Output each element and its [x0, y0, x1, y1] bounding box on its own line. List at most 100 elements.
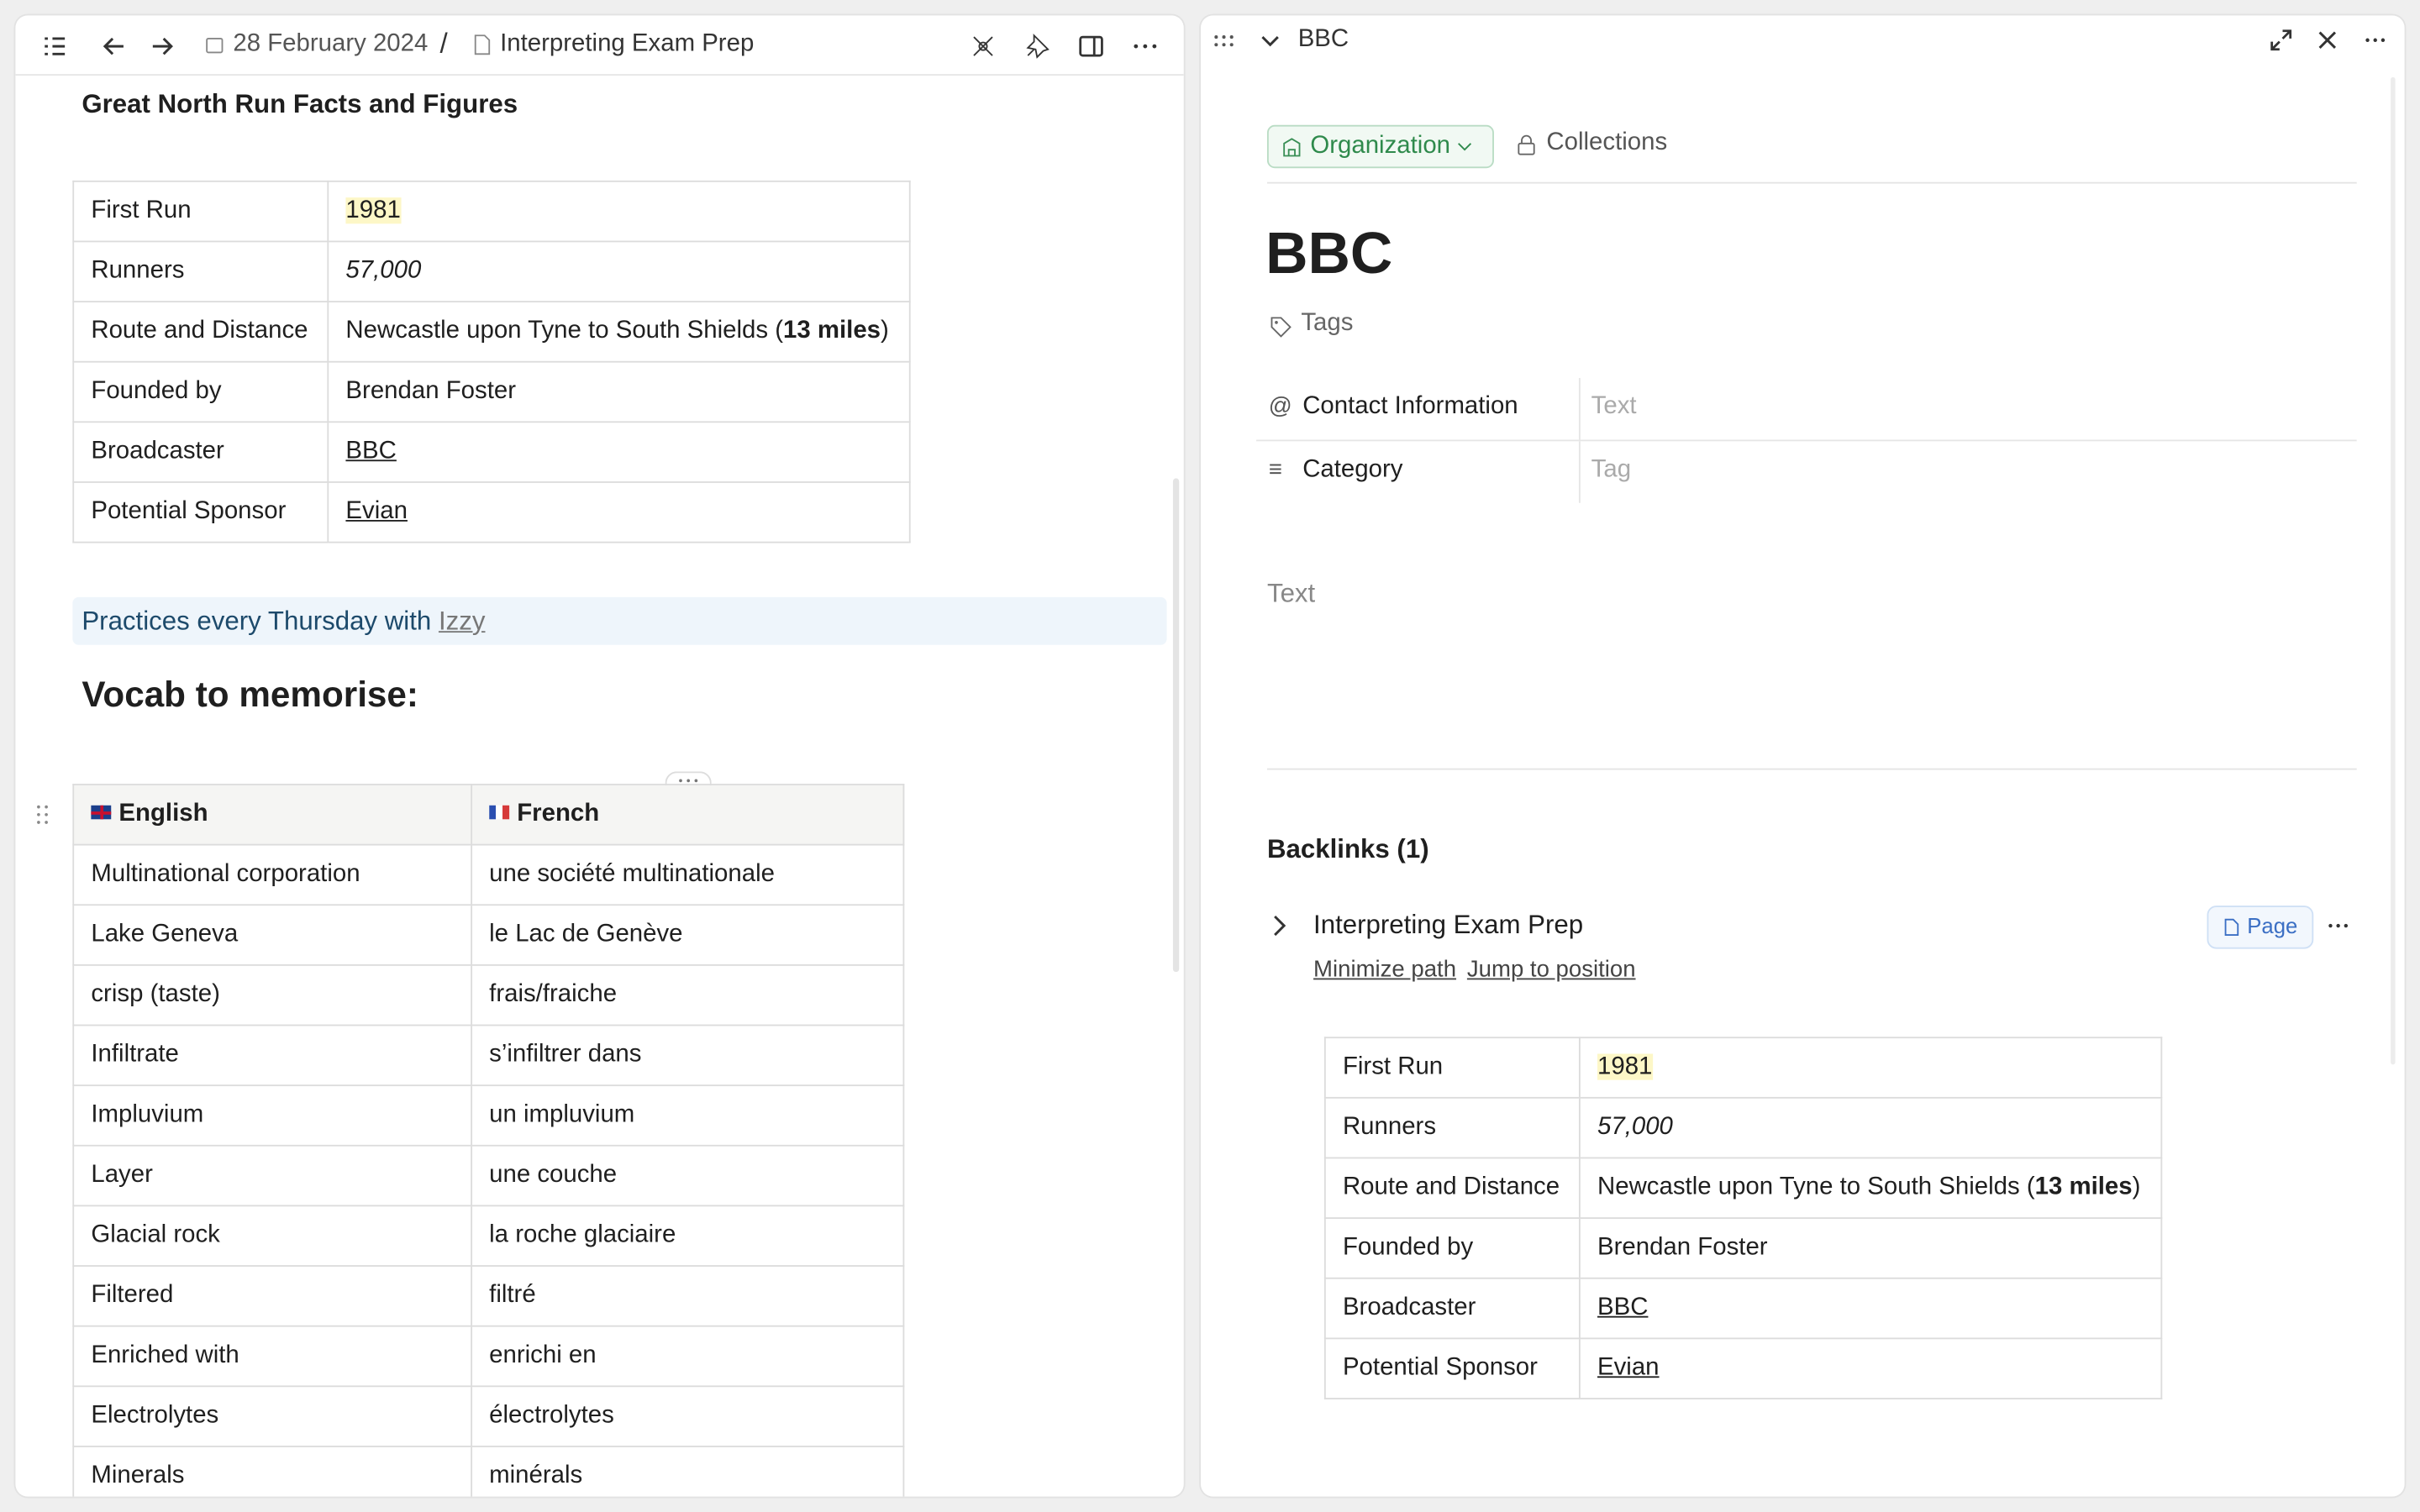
row-drag-handle[interactable]	[35, 801, 50, 828]
text-highlight: 1981	[1597, 1053, 1653, 1080]
french-cell: minérals	[471, 1446, 905, 1497]
flag-icon	[91, 805, 112, 820]
row-value: 1981	[1578, 1037, 2163, 1099]
scrollbar[interactable]	[1172, 478, 1180, 973]
text-plain: Newcastle upon Tyne to South Shields (	[1597, 1173, 2035, 1200]
breadcrumb-page[interactable]: Interpreting Exam Prep	[500, 30, 755, 57]
tag-icon	[1270, 317, 1292, 338]
type-chip[interactable]: Organization	[1266, 124, 1494, 169]
table-row: Founded by Brendan Foster	[72, 360, 911, 423]
french-cell: une société multinationale	[471, 843, 905, 906]
french-cell: une couche	[471, 1144, 905, 1207]
collections-button[interactable]: Collections	[1546, 129, 1668, 156]
collapse-button[interactable]	[1258, 28, 1282, 52]
vocab-row: Layer une couche	[72, 1144, 905, 1207]
row-value: 57,000	[327, 240, 911, 302]
property-icon: @	[1268, 393, 1292, 420]
row-value: 1981	[327, 180, 911, 243]
text-link[interactable]: Evian	[1597, 1354, 1660, 1381]
expand-chevron[interactable]	[1269, 913, 1291, 937]
header-text: English	[118, 801, 208, 827]
text-bold: 13 miles	[2034, 1173, 2133, 1200]
callout-link[interactable]: Izzy	[438, 606, 486, 636]
close-button[interactable]	[2315, 28, 2339, 52]
table-row: Potential Sponsor Evian	[1323, 1337, 2163, 1399]
property-placeholder[interactable]: Text	[1591, 393, 1637, 420]
property-label: Category	[1302, 456, 1403, 483]
english-cell: Filtered	[72, 1265, 472, 1327]
page-badge[interactable]: Page	[2207, 906, 2314, 949]
french-cell: s’infiltrer dans	[471, 1024, 905, 1087]
more-button[interactable]	[2326, 913, 2350, 937]
french-cell: enrichi en	[471, 1325, 905, 1388]
english-cell: Layer	[72, 1144, 472, 1207]
row-label: Runners	[72, 240, 329, 302]
property-label: Contact Information	[1302, 393, 1518, 420]
more-button[interactable]	[1131, 33, 1159, 60]
vocab-row: Multinational corporation une société mul…	[72, 843, 905, 906]
drag-handle[interactable]	[1212, 29, 1236, 51]
tags-field[interactable]: Tags	[1301, 310, 1354, 337]
breadcrumb-date[interactable]: 28 February 2024	[233, 30, 429, 57]
english-cell: Glacial rock	[72, 1205, 472, 1267]
english-cell: Impluvium	[72, 1084, 472, 1147]
vocab-row: crisp (taste) frais/fraiche	[72, 963, 905, 1026]
french-cell: électrolytes	[471, 1385, 905, 1447]
property-divider	[1578, 377, 1581, 440]
french-cell: filtré	[471, 1265, 905, 1327]
body-placeholder[interactable]: Text	[1266, 578, 1316, 608]
back-button[interactable]	[100, 33, 128, 60]
page-icon	[474, 34, 491, 55]
backlink-action[interactable]: Minimize path	[1313, 956, 1457, 983]
english-cell: Lake Geneva	[72, 904, 472, 966]
row-label: Founded by	[1323, 1217, 1581, 1279]
table-row: Route and Distance Newcastle upon Tyne to…	[72, 301, 911, 363]
text-link[interactable]: BBC	[345, 438, 397, 465]
table-row: Runners 57,000	[1323, 1096, 2163, 1159]
vocab-row: Electrolytes électrolytes	[72, 1385, 905, 1447]
row-label: Route and Distance	[72, 301, 329, 363]
english-cell: Enriched with	[72, 1325, 472, 1388]
text-highlight: 1981	[345, 197, 401, 224]
vocab-row: Minerals minérals	[72, 1446, 905, 1497]
left-pane: 28 February 2024 / Interpreting Exam Pre…	[15, 15, 1184, 1497]
row-label: Potential Sponsor	[72, 481, 329, 543]
header-text: French	[517, 801, 600, 827]
text-link[interactable]: BBC	[1597, 1294, 1649, 1321]
header-cell: French	[471, 784, 905, 846]
row-label: Runners	[1323, 1096, 1581, 1159]
vocab-heading: Vocab to memorise:	[82, 674, 419, 715]
backlink-action[interactable]: Jump to position	[1466, 956, 1636, 983]
text-plain: Brendan Foster	[1597, 1234, 1768, 1261]
text-italic: 57,000	[345, 257, 422, 284]
row-value: Newcastle upon Tyne to South Shields (13…	[1578, 1157, 2163, 1220]
row-label: Potential Sponsor	[1323, 1337, 1581, 1399]
more-button[interactable]	[2363, 28, 2387, 52]
row-label: First Run	[1323, 1037, 1581, 1099]
callout-body: Practices every Thursday with	[82, 606, 439, 636]
chip-chevron	[1458, 143, 1472, 151]
table-row: Runners 57,000	[72, 240, 911, 302]
english-cell: Electrolytes	[72, 1385, 472, 1447]
text-link[interactable]: Evian	[345, 498, 408, 525]
row-value: Evian	[1578, 1337, 2163, 1399]
scrollbar[interactable]	[2391, 76, 2396, 1065]
sidebar-button[interactable]	[1077, 33, 1105, 60]
text-plain: )	[2132, 1173, 2141, 1200]
backlinks-heading: Backlinks (1)	[1266, 834, 1429, 864]
table-row: Founded by Brendan Foster	[1323, 1217, 2163, 1279]
graph-button[interactable]	[969, 33, 997, 60]
property-placeholder[interactable]: Tag	[1591, 456, 1632, 483]
vocab-row: Filtered filtré	[72, 1265, 905, 1327]
facts-table: First Run 1981 Runners 57,000 Route and Dist…	[72, 180, 911, 543]
expand-button[interactable]	[2269, 28, 2293, 52]
vocab-row: Infiltrate s’infiltrer dans	[72, 1024, 905, 1087]
pin-button[interactable]	[1023, 33, 1051, 60]
row-value: BBC	[1578, 1277, 2163, 1340]
backlink-title[interactable]: Interpreting Exam Prep	[1313, 910, 1584, 940]
outline-button[interactable]	[40, 33, 68, 60]
forward-button[interactable]	[148, 33, 176, 60]
header-cell: English	[72, 784, 472, 846]
english-cell: Minerals	[72, 1446, 472, 1497]
english-cell: Multinational corporation	[72, 843, 472, 906]
